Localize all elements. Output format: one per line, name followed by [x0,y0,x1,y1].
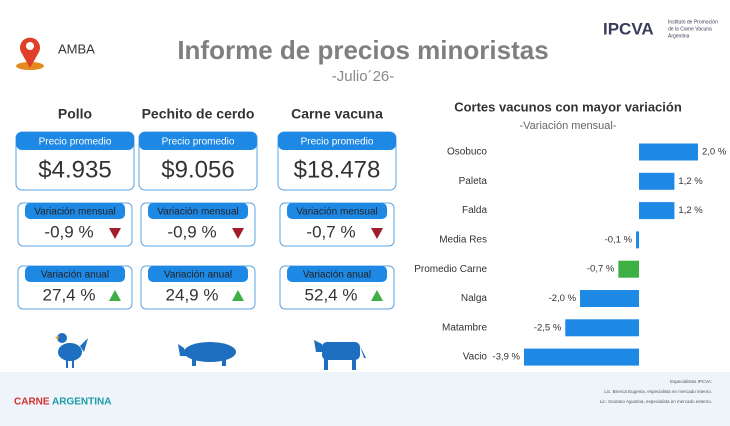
value-label: 1,2 % [678,205,703,216]
card-header [148,203,248,219]
card-label: Precio promedio [39,137,112,148]
brand: CARNE [14,397,50,408]
card-label: Variación mensual [296,207,378,218]
value-label: 2,0 % [702,147,727,158]
trend-arrow [371,290,383,301]
value-label: -3,9 % [493,352,521,363]
category-label: Osobuco [447,147,487,158]
monthly-value: -0,7 % [306,222,355,241]
card-header [287,266,387,282]
cow-icon [314,340,366,370]
category-label: Paleta [459,176,488,187]
value-label: -0,7 % [587,264,615,275]
bar [639,202,675,220]
trend-arrow [232,228,244,239]
card-header [148,266,248,282]
card-header [25,266,125,282]
card-label: Variación mensual [34,207,116,218]
logo-text: de la Carne Vacuna [668,26,712,32]
brand: ARGENTINA [52,397,111,408]
logo: IPCVA [603,19,654,38]
card-header [139,132,257,150]
category-label: Media Res [439,235,487,246]
bar [565,319,640,337]
category-label: Nalga [461,293,488,304]
annual-value: 52,4 % [305,285,358,304]
category-label: Promedio Carne [414,264,487,275]
bar [636,231,640,249]
chart-subtitle: -Variación mensual- [519,120,616,132]
pig-icon [178,342,236,366]
card-label: Variación anual [303,270,371,281]
card-header [287,203,387,219]
card-header [25,203,125,219]
category-label: Matambre [442,322,487,333]
price: $18.478 [294,156,381,183]
annual-value: 24,9 % [166,285,219,304]
card-label: Precio promedio [301,137,374,148]
card-label: Precio promedio [162,137,235,148]
trend-arrow [371,228,383,239]
footer-note: Lic. Scarano Agustina, especialista en m… [600,399,712,404]
category-label: Vacio [463,352,488,363]
category-label: Falda [462,205,487,216]
bar [524,348,640,366]
trend-arrow [109,290,121,301]
bar [618,260,640,278]
footer-note: Especialistas IPCVA: [670,379,712,384]
value-label: -2,5 % [534,322,562,333]
footer-note: Lic. Brenca Eugenia, especialista en mer… [604,389,712,394]
card-label: Variación anual [41,270,109,281]
card-label: Variación mensual [157,207,239,218]
product-name: Pollo [58,106,92,122]
bar [639,172,675,190]
bar [639,143,698,161]
subtitle: -Julio´26- [332,68,395,85]
chicken-icon [55,333,88,368]
card-header [16,132,134,150]
trend-arrow [109,228,121,239]
monthly-value: -0,9 % [44,222,93,241]
logo-text: Instituto de Promoción [668,19,718,25]
monthly-value: -0,9 % [167,222,216,241]
price: $4.935 [38,156,111,183]
chart-title: Cortes vacunos con mayor variación [454,99,682,114]
value-label: 1,2 % [678,176,703,187]
price: $9.056 [161,156,234,183]
card-label: Variación anual [164,270,232,281]
footer-band [0,372,730,426]
value-label: -2,0 % [549,293,577,304]
bar [580,290,640,307]
product-name: Carne vacuna [291,106,383,122]
card-header [278,132,396,150]
value-label: -0,1 % [605,234,633,245]
title: Informe de precios minoristas [177,35,548,65]
trend-arrow [232,290,244,301]
annual-value: 27,4 % [43,285,96,304]
pin-icon [16,37,44,70]
logo-text: Argentina [668,33,690,39]
region: AMBA [58,41,95,56]
product-name: Pechito de cerdo [142,106,255,122]
